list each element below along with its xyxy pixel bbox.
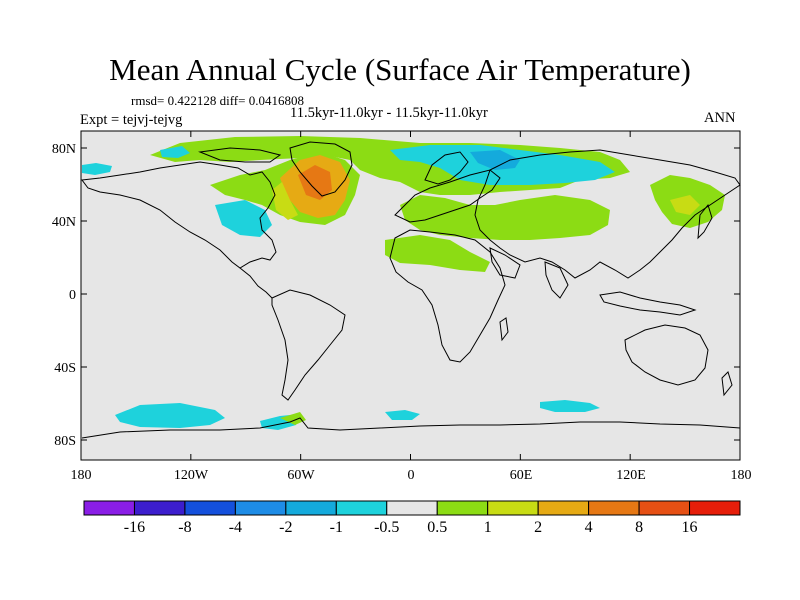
coastline: [81, 161, 277, 269]
anomaly-region: [385, 235, 490, 272]
lon-label: 180: [70, 468, 92, 483]
colorbar-label: -8: [178, 519, 192, 536]
anomaly-region: [385, 410, 420, 420]
colorbar-label: 0.5: [427, 519, 448, 536]
anomaly-region: [82, 163, 112, 175]
anomaly-region: [298, 165, 332, 200]
colorbar-box: [588, 500, 640, 516]
colorbar-label: -1: [329, 519, 343, 536]
coastline: [289, 141, 353, 197]
anomaly-region: [280, 412, 306, 425]
colorbar-box: [436, 500, 489, 516]
colorbar-box: [83, 500, 135, 516]
coastlines: [81, 141, 741, 439]
lon-label: 120E: [616, 468, 646, 483]
coastline: [81, 417, 741, 439]
anomaly-region: [115, 403, 225, 428]
lat-label: 40S: [54, 361, 76, 376]
colorbar-label: -0.5: [374, 519, 400, 536]
axis-ticks: [80, 131, 741, 460]
lon-label: 60W: [287, 468, 315, 483]
colorbar: [83, 500, 741, 516]
anomaly-region: [215, 200, 272, 237]
colorbar-label: 2: [534, 519, 543, 536]
coastline: [624, 324, 709, 386]
anomaly-region: [540, 400, 600, 412]
colorbar-box: [537, 500, 590, 516]
experiment-label: Expt = tejvj-tejvg: [80, 112, 183, 128]
colorbar-box: [386, 500, 438, 516]
anomaly-region: [470, 150, 520, 170]
colorbar-label: -4: [228, 519, 243, 536]
colorbar-box: [335, 500, 388, 516]
colorbar-label: 8: [635, 519, 644, 536]
anomaly-field: [82, 136, 725, 430]
lon-label: 180: [730, 468, 752, 483]
coastline: [697, 203, 713, 240]
colorbar-box: [638, 500, 691, 516]
map-title: Mean Annual Cycle (Surface Air Temperatu…: [109, 52, 691, 87]
anomaly-region: [670, 195, 700, 215]
coastline: [489, 247, 521, 279]
colorbar-box: [285, 500, 337, 516]
coastline: [499, 317, 509, 342]
coastline: [239, 267, 273, 299]
season-label: ANN: [704, 110, 736, 126]
lon-label: 0: [407, 468, 415, 483]
colorbar-label: -2: [279, 519, 293, 536]
coastline: [394, 169, 501, 223]
coastline: [271, 289, 346, 401]
lon-label: 60E: [509, 468, 533, 483]
lat-label: 0: [69, 288, 76, 303]
anomaly-region: [160, 146, 190, 158]
coastline: [424, 151, 469, 185]
colorbar-label: 16: [681, 519, 698, 536]
anomaly-region: [400, 195, 610, 240]
colorbar-box: [133, 500, 186, 516]
period-subtitle: 11.5kyr-11.0kyr - 11.5kyr-11.0kyr: [290, 105, 488, 121]
coastline: [198, 147, 282, 163]
lat-label: 80N: [51, 142, 76, 157]
coastline: [721, 371, 733, 397]
lon-label: 120W: [173, 468, 209, 483]
anomaly-region: [272, 182, 298, 220]
lat-label: 40N: [51, 215, 76, 230]
colorbar-box: [689, 500, 741, 516]
coastline: [389, 229, 506, 363]
coastline: [544, 261, 569, 299]
colorbar-box: [234, 500, 287, 516]
colorbar-label: 1: [483, 519, 492, 536]
colorbar-box: [184, 500, 236, 516]
colorbar-label: -16: [123, 519, 146, 536]
colorbar-box: [487, 500, 539, 516]
coastline: [599, 291, 697, 316]
lat-label: 80S: [54, 434, 76, 449]
colorbar-label: 4: [584, 519, 593, 536]
coastline: [474, 149, 741, 279]
stats-text: rmsd= 0.422128 diff= 0.0416808: [131, 93, 304, 108]
